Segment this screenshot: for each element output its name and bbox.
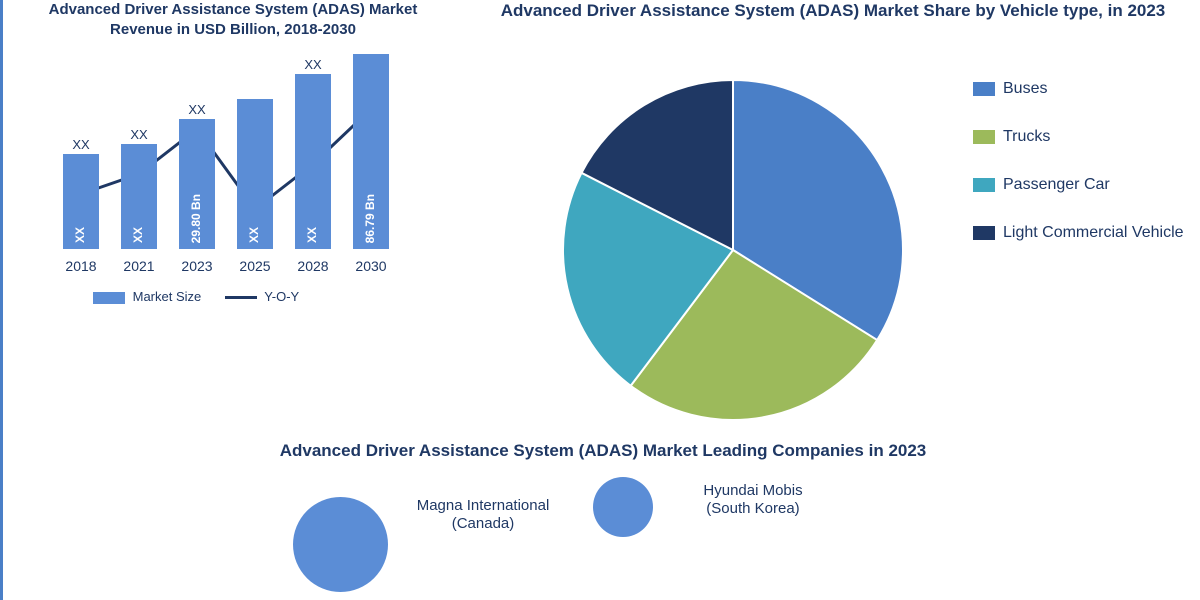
infographic-container: Advanced Driver Assistance System (ADAS)… — [0, 0, 1200, 600]
bar-chart-legend: Market Size Y-O-Y — [93, 289, 299, 304]
x-axis-label: 2028 — [288, 258, 338, 274]
company-bubble — [593, 477, 653, 537]
legend-swatch-bar — [93, 292, 125, 304]
bubble-chart-area: Magna International (Canada) Hyundai Mobi… — [203, 477, 1003, 597]
bar-value: XX — [131, 227, 145, 243]
legend-yoy: Y-O-Y — [264, 289, 299, 304]
pie-legend-label: Trucks — [1003, 128, 1050, 145]
bar: 29.80 Bn — [179, 119, 215, 249]
legend-swatch-line — [225, 296, 257, 299]
pie-legend-label: Light Commercial Vehicle — [1003, 224, 1184, 241]
bar-top-label: XX — [63, 137, 99, 152]
bar-top-label: XX — [121, 127, 157, 142]
x-axis-label: 2018 — [56, 258, 106, 274]
bar-value: XX — [247, 227, 261, 243]
x-axis-label: 2021 — [114, 258, 164, 274]
company-label: Magna International (Canada) — [403, 497, 563, 533]
pie-legend-swatch — [973, 82, 995, 96]
pie-legend-item: Buses — [973, 80, 1184, 98]
pie-chart-title: Advanced Driver Assistance System (ADAS)… — [473, 0, 1193, 22]
bar-value: 86.79 Bn — [363, 194, 377, 243]
pie-legend-item: Light Commercial Vehicle — [973, 224, 1184, 242]
pie-chart-svg — [543, 60, 923, 440]
pie-legend-item: Trucks — [973, 128, 1184, 146]
bar-chart-area: XX XX 2018 XX XX 2021 29.80 Bn XX 2023 XX 2025 XX XX… — [43, 49, 413, 279]
bar: XX — [121, 144, 157, 249]
pie-chart-section: Advanced Driver Assistance System (ADAS)… — [473, 0, 1193, 22]
bar: XX — [237, 99, 273, 249]
bar-top-label: XX — [179, 102, 215, 117]
bar-top-label: XX — [295, 57, 331, 72]
pie-chart-legend: Buses Trucks Passenger Car Light Commercial… — [973, 80, 1184, 272]
bar-value: 29.80 Bn — [189, 194, 203, 243]
companies-section: Advanced Driver Assistance System (ADAS)… — [203, 440, 1003, 597]
x-axis-label: 2023 — [172, 258, 222, 274]
x-axis-label: 2030 — [346, 258, 396, 274]
x-axis-label: 2025 — [230, 258, 280, 274]
pie-legend-swatch — [973, 130, 995, 144]
company-bubble — [293, 497, 388, 592]
bar: 86.79 Bn — [353, 54, 389, 249]
bar-value: XX — [305, 227, 319, 243]
legend-market-size: Market Size — [133, 289, 202, 304]
companies-title: Advanced Driver Assistance System (ADAS)… — [203, 440, 1003, 462]
pie-legend-item: Passenger Car — [973, 176, 1184, 194]
bar: XX — [63, 154, 99, 249]
bar: XX — [295, 74, 331, 249]
pie-legend-label: Passenger Car — [1003, 176, 1110, 193]
bar-chart-title: Advanced Driver Assistance System (ADAS)… — [43, 0, 423, 39]
bar-chart-section: Advanced Driver Assistance System (ADAS)… — [43, 0, 423, 279]
pie-legend-label: Buses — [1003, 80, 1047, 97]
pie-legend-swatch — [973, 178, 995, 192]
bar-value: XX — [73, 227, 87, 243]
pie-legend-swatch — [973, 226, 995, 240]
company-label: Hyundai Mobis (South Korea) — [673, 482, 833, 518]
